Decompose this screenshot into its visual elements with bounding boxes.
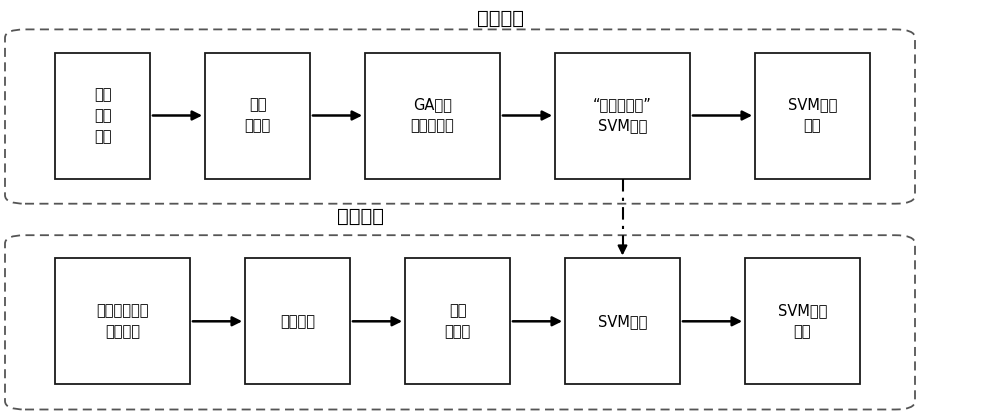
Text: SVM故障
分类: SVM故障 分类: [778, 303, 827, 339]
FancyBboxPatch shape: [245, 258, 350, 384]
Text: 数据
预处理: 数据 预处理: [244, 97, 271, 134]
Text: SVM决策
分类: SVM决策 分类: [788, 97, 837, 134]
Text: 离线操作: 离线操作: [477, 9, 524, 29]
FancyBboxPatch shape: [365, 52, 500, 178]
FancyBboxPatch shape: [205, 52, 310, 178]
Text: 数据采集: 数据采集: [280, 314, 315, 329]
Text: 在线操作: 在线操作: [336, 207, 384, 226]
FancyBboxPatch shape: [405, 258, 510, 384]
FancyBboxPatch shape: [55, 258, 190, 384]
Text: GA参数
自适应寻优: GA参数 自适应寻优: [411, 97, 454, 134]
Text: 故障发生装置
模拟信号: 故障发生装置 模拟信号: [96, 303, 149, 339]
FancyBboxPatch shape: [755, 52, 870, 178]
Text: 数据
预处理: 数据 预处理: [444, 303, 471, 339]
FancyBboxPatch shape: [565, 258, 680, 384]
Text: 仿真
模型
数据: 仿真 模型 数据: [94, 87, 111, 144]
FancyBboxPatch shape: [555, 52, 690, 178]
FancyBboxPatch shape: [745, 258, 860, 384]
Text: “一对一方法”
SVM模型: “一对一方法” SVM模型: [593, 97, 652, 134]
FancyBboxPatch shape: [55, 52, 150, 178]
Text: SVM模型: SVM模型: [598, 314, 647, 329]
